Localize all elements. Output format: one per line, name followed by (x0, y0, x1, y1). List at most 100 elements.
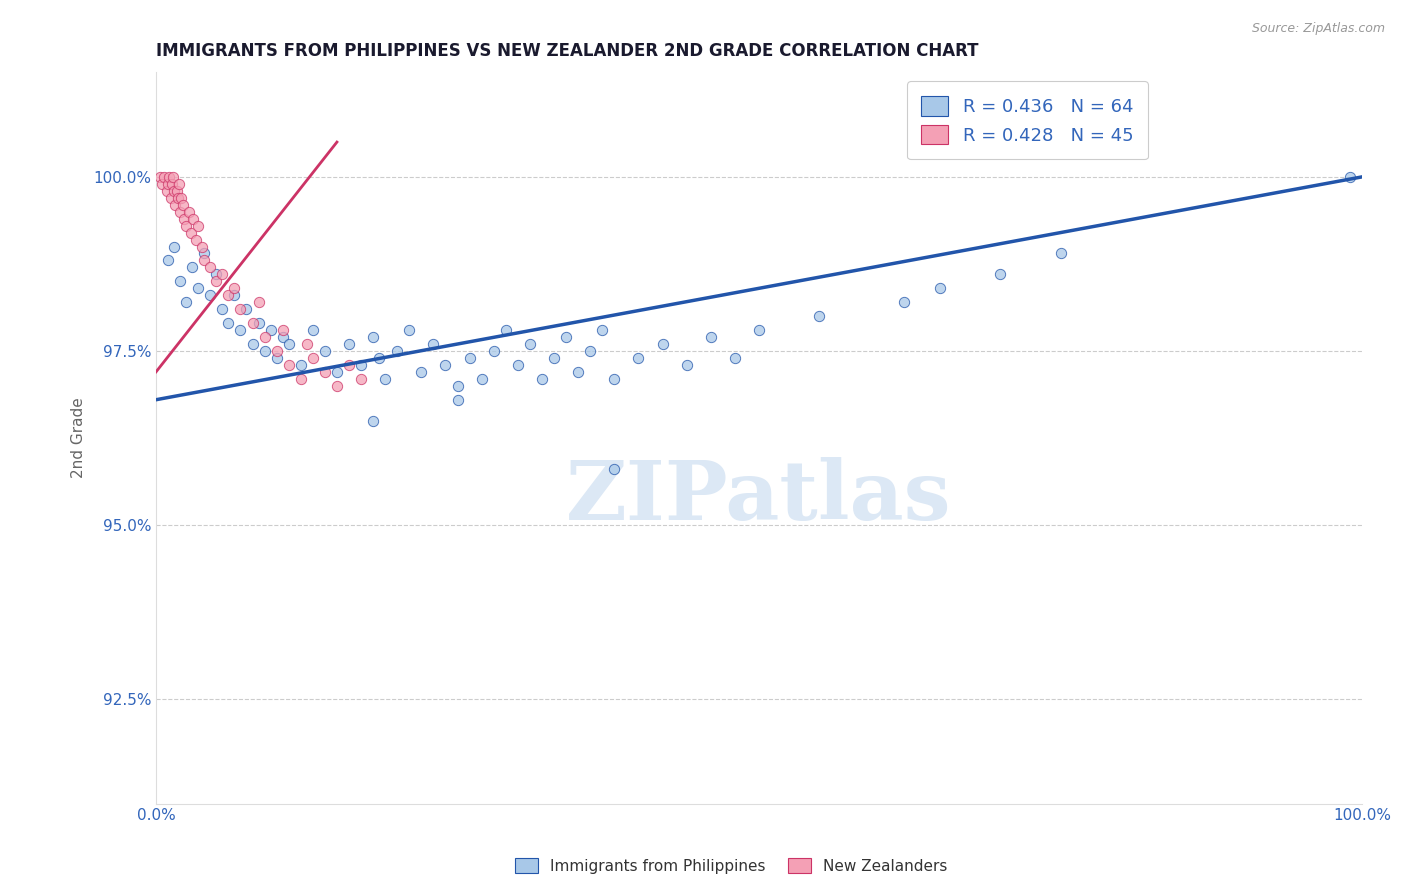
Point (229, 302, 252, 317)
Point (181, 260, 204, 275)
Point (277, 358, 299, 372)
Point (808, 309, 831, 323)
Point (446, 379, 468, 393)
Point (603, 462, 626, 476)
Point (229, 323, 252, 337)
Point (398, 323, 420, 337)
Point (543, 351, 565, 365)
Point (506, 358, 529, 372)
Point (471, 372, 494, 386)
Point (277, 337, 299, 351)
Point (259, 323, 281, 337)
Point (567, 365, 589, 379)
Point (159, 191, 181, 205)
Point (224, 288, 246, 302)
Point (361, 414, 384, 428)
Point (314, 343, 336, 358)
Point (301, 323, 323, 337)
Point (224, 281, 246, 295)
Point (170, 191, 193, 205)
Point (205, 274, 228, 288)
Point (174, 295, 197, 310)
Point (387, 343, 409, 358)
Point (929, 281, 952, 295)
Point (301, 351, 323, 365)
Point (163, 239, 186, 253)
Point (700, 330, 723, 344)
Point (374, 372, 396, 386)
Point (150, 177, 173, 191)
Point (217, 288, 239, 302)
Point (748, 323, 770, 337)
Point (361, 330, 384, 344)
Point (253, 343, 276, 358)
Point (162, 169, 184, 184)
Point (253, 330, 276, 344)
Point (187, 219, 209, 233)
Point (193, 253, 215, 268)
Point (1339, 169, 1361, 184)
Point (167, 177, 190, 191)
Point (290, 358, 312, 372)
Point (156, 184, 179, 198)
Point (530, 372, 553, 386)
Point (235, 302, 257, 317)
Point (314, 365, 336, 379)
Point (482, 343, 505, 358)
Point (180, 226, 202, 240)
Point (350, 358, 373, 372)
Text: IMMIGRANTS FROM PHILIPPINES VS NEW ZEALANDER 2ND GRADE CORRELATION CHART: IMMIGRANTS FROM PHILIPPINES VS NEW ZEALA… (156, 42, 979, 60)
Point (205, 268, 228, 282)
Point (169, 274, 191, 288)
Point (326, 379, 349, 393)
Point (627, 351, 650, 365)
Point (434, 358, 457, 372)
Point (893, 295, 915, 310)
Point (191, 239, 214, 253)
Point (411, 365, 433, 379)
Point (247, 295, 270, 310)
Point (290, 372, 312, 386)
Point (988, 268, 1011, 282)
Point (173, 211, 195, 226)
Point (200, 260, 222, 275)
Point (368, 351, 391, 365)
Point (172, 198, 194, 212)
Point (295, 337, 318, 351)
Point (446, 392, 468, 407)
Point (242, 316, 264, 330)
Point (519, 337, 541, 351)
Point (337, 358, 360, 372)
Point (579, 343, 602, 358)
Legend: R = 0.436   N = 64, R = 0.428   N = 45: R = 0.436 N = 64, R = 0.428 N = 45 (907, 81, 1147, 159)
Point (217, 316, 239, 330)
Point (591, 323, 613, 337)
Point (271, 330, 294, 344)
Point (350, 372, 373, 386)
Point (157, 169, 180, 184)
Point (651, 337, 673, 351)
Point (166, 184, 188, 198)
Point (266, 343, 288, 358)
Point (337, 337, 360, 351)
Point (157, 253, 180, 268)
Point (271, 323, 294, 337)
Point (183, 211, 205, 226)
Point (163, 184, 186, 198)
Point (169, 204, 191, 219)
Point (174, 219, 197, 233)
Point (603, 372, 626, 386)
Point (166, 191, 188, 205)
Point (242, 337, 264, 351)
Point (193, 246, 215, 260)
Point (266, 351, 288, 365)
Point (458, 351, 481, 365)
Point (177, 204, 200, 219)
Point (247, 316, 270, 330)
Point (153, 169, 176, 184)
Point (422, 337, 444, 351)
Point (200, 288, 222, 302)
Point (160, 177, 183, 191)
Point (675, 358, 697, 372)
Point (157, 177, 180, 191)
